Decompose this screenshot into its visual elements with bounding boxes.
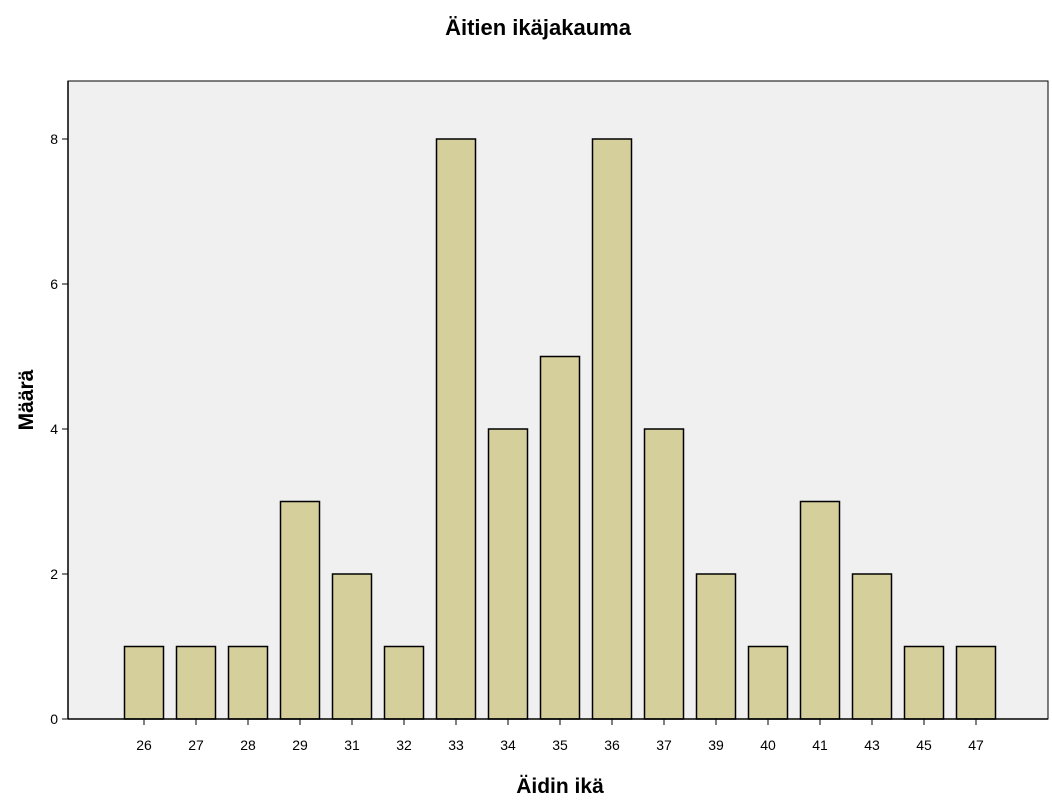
x-tick-label: 40 [760, 737, 776, 753]
x-tick-label: 34 [500, 737, 516, 753]
x-tick-label: 36 [604, 737, 620, 753]
x-tick-label: 35 [552, 737, 568, 753]
bar-37 [643, 428, 685, 720]
bar-36 [591, 138, 633, 720]
bar-43 [851, 573, 893, 720]
x-tick-label: 43 [864, 737, 880, 753]
y-axis-ticks: 0 2 4 6 8 [50, 131, 68, 727]
x-tick-label: 28 [240, 737, 256, 753]
y-tick-label: 0 [50, 711, 58, 727]
x-axis-label: Äidin ikä [516, 775, 604, 798]
x-tick-label: 39 [708, 737, 724, 753]
x-tick-label: 41 [812, 737, 828, 753]
bar-28 [227, 645, 269, 720]
chart-title: Äitien ikäjakauma [445, 15, 632, 40]
y-tick-label: 8 [50, 131, 58, 147]
bar-47 [955, 645, 997, 720]
bar-39 [695, 573, 737, 720]
x-tick-label: 33 [448, 737, 464, 753]
x-tick-label: 29 [292, 737, 308, 753]
bar-41 [799, 500, 841, 720]
bar-29 [279, 500, 321, 720]
x-axis-ticks: 26 27 28 29 31 32 33 34 35 36 37 39 40 41 43 45 47 [136, 719, 984, 753]
bar-40 [747, 645, 789, 720]
y-tick-label: 6 [50, 276, 58, 292]
bar-31 [331, 573, 373, 720]
bar-45 [903, 645, 945, 720]
x-tick-label: 26 [136, 737, 152, 753]
x-tick-label: 45 [916, 737, 932, 753]
x-tick-label: 32 [396, 737, 412, 753]
bar-34 [487, 428, 529, 720]
x-tick-label: 31 [344, 737, 360, 753]
bars-group [123, 138, 997, 720]
x-tick-label: 37 [656, 737, 672, 753]
x-tick-label: 27 [188, 737, 204, 753]
bar-26 [123, 645, 165, 720]
y-tick-label: 2 [50, 566, 58, 582]
x-tick-label: 47 [968, 737, 984, 753]
bar-32 [383, 645, 425, 720]
y-tick-label: 4 [50, 421, 58, 437]
bar-33 [435, 138, 477, 720]
bar-35 [539, 355, 581, 720]
bar-27 [175, 645, 217, 720]
y-axis-label: Määrä [15, 369, 38, 430]
